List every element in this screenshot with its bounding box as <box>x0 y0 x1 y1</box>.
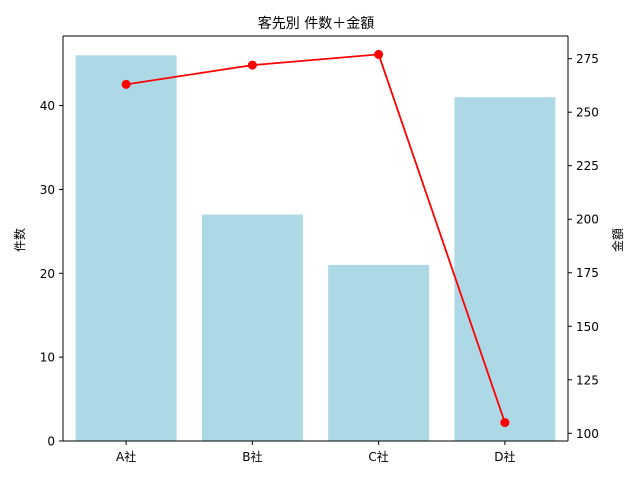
bar-D社 <box>454 97 556 442</box>
axes-layer: 0 10 20 30 40 100 125 150 175 200 225 250 275 A社 B社 C社 D… <box>40 35 599 464</box>
amount-point-A社 <box>121 79 131 89</box>
chart-title: 客先別 件数＋金額 <box>258 15 374 32</box>
line-layer <box>121 49 510 428</box>
y-left-tick-label: 10 <box>40 351 55 365</box>
amount-point-D社 <box>500 418 510 428</box>
bar-A社 <box>75 55 177 441</box>
x-tick-label: A社 <box>116 449 136 464</box>
y-axis-right-label: 金額 <box>610 228 625 252</box>
y-right-tick-label: 200 <box>576 213 599 227</box>
amount-point-C社 <box>374 49 384 59</box>
x-tick-label: C社 <box>368 449 388 464</box>
y-right-tick-label: 250 <box>576 106 599 120</box>
amount-line <box>125 53 506 423</box>
y-left-tick-label: 40 <box>40 99 55 113</box>
bar-C社 <box>328 264 430 441</box>
x-tick-label: D社 <box>494 449 515 464</box>
y-right-tick-label: 150 <box>576 320 599 334</box>
bars-layer <box>75 55 556 442</box>
y-axis-left-label: 件数 <box>12 228 27 252</box>
y-left-tick-label: 30 <box>40 183 55 197</box>
y-right-tick-label: 275 <box>576 52 599 66</box>
y-right-tick-label: 175 <box>576 266 599 280</box>
y-right-tick-label: 125 <box>576 373 599 387</box>
y-left-tick-label: 0 <box>47 435 55 449</box>
y-right-tick-label: 225 <box>576 159 599 173</box>
y-left-tick-label: 20 <box>40 267 55 281</box>
y-right-tick-label: 100 <box>576 427 599 441</box>
bar-B社 <box>201 214 303 441</box>
amount-point-B社 <box>247 60 257 70</box>
x-tick-label: B社 <box>242 449 262 464</box>
